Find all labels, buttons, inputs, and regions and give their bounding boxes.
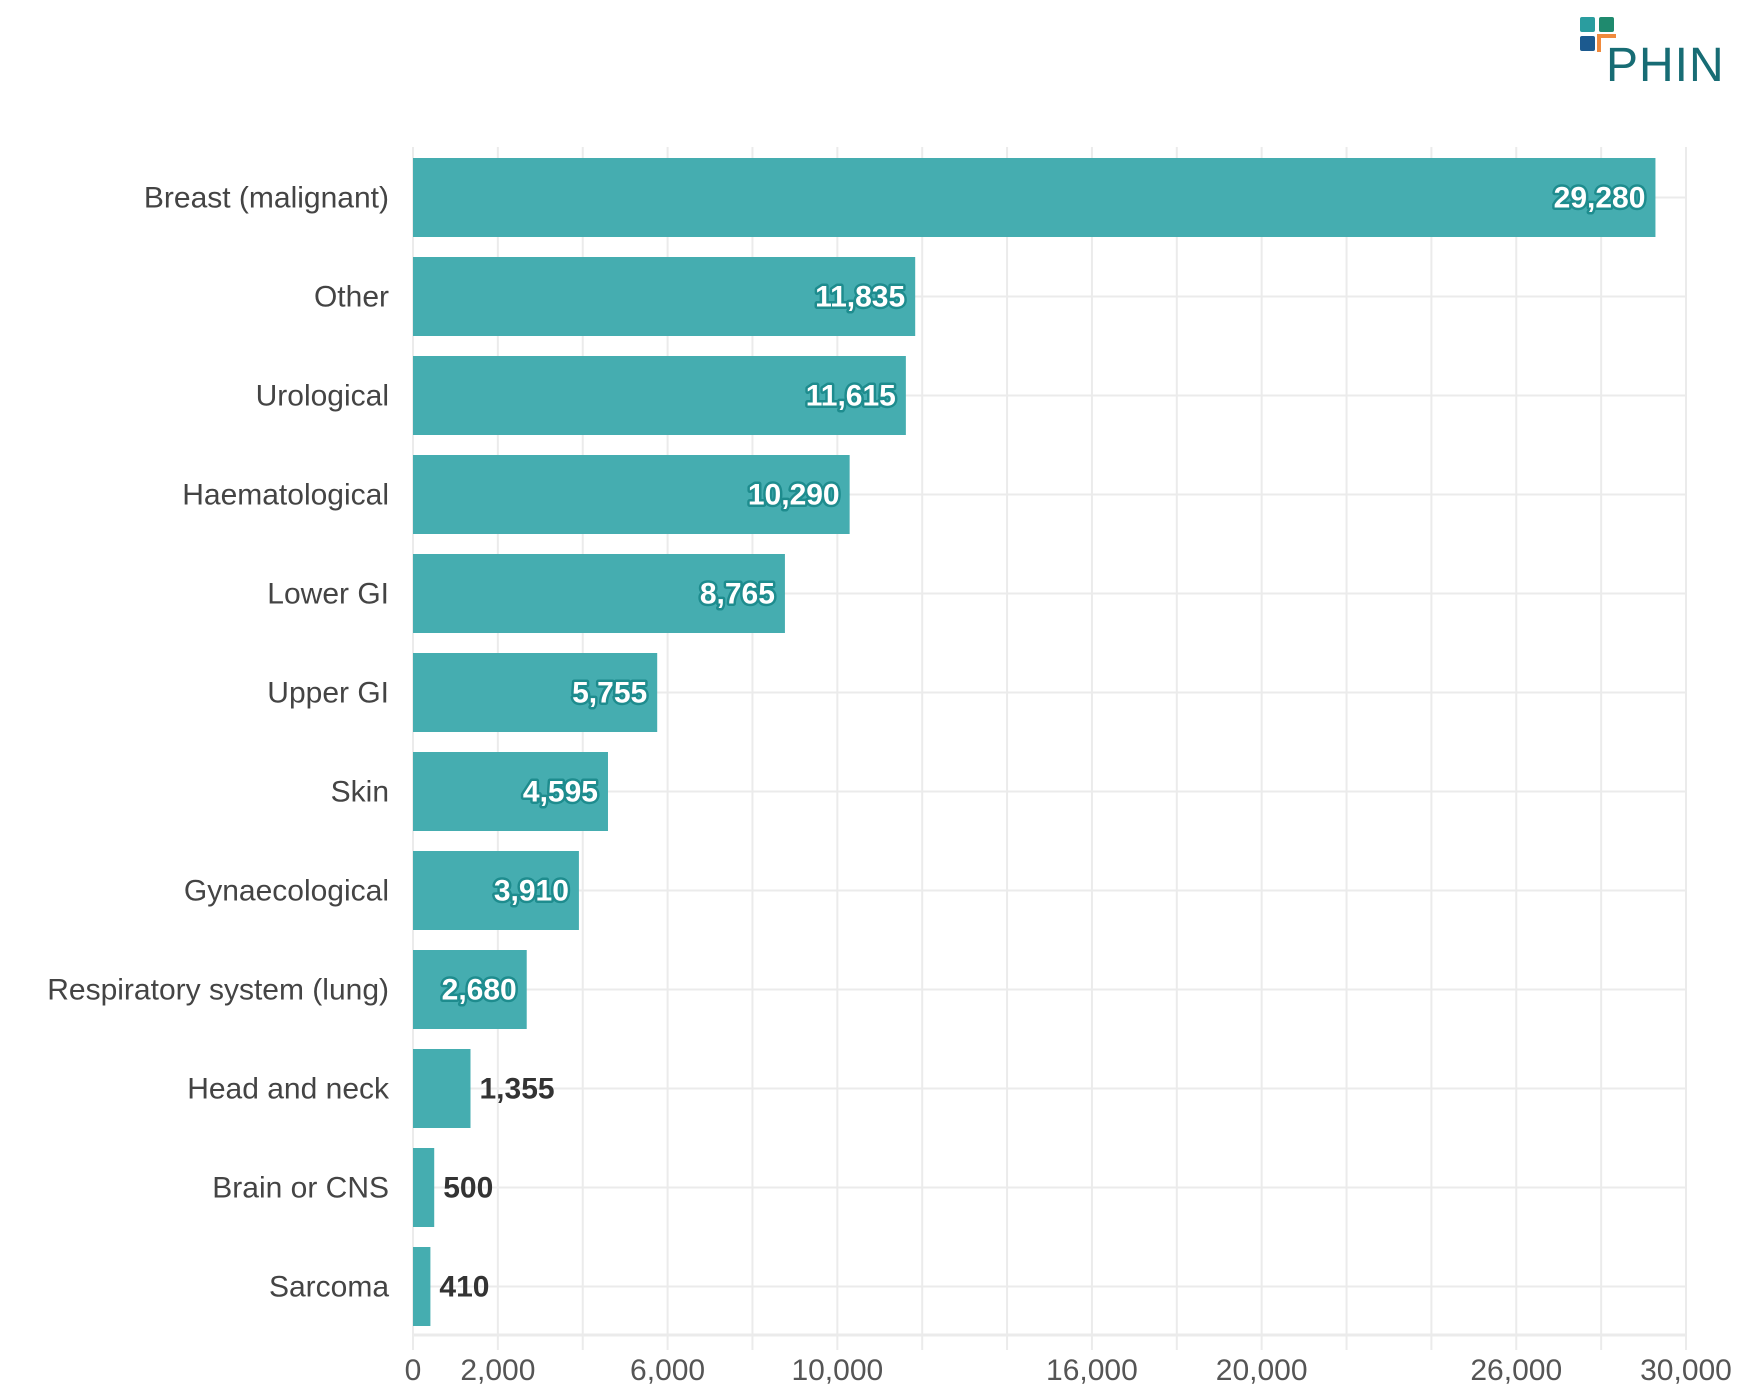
x-tick-label: 16,000: [1046, 1354, 1138, 1387]
bar-value-label: 410: [439, 1271, 489, 1304]
category-label: Urological: [256, 380, 389, 413]
bar-value-label: 5,755: [572, 677, 647, 710]
bar-value-label: 4,595: [523, 776, 598, 809]
bar: [413, 653, 658, 732]
x-tick-label: 26,000: [1470, 1354, 1562, 1387]
bar-value-label: 1,355: [479, 1073, 554, 1106]
bar: [413, 851, 579, 930]
x-tick-label: 0: [405, 1354, 422, 1387]
x-tick-label: 30,000: [1640, 1354, 1732, 1387]
category-label: Lower GI: [267, 578, 389, 611]
bar-value-label: 11,835: [815, 281, 905, 314]
x-tick-label: 2,000: [460, 1354, 535, 1387]
bar-value-label: 500: [443, 1172, 493, 1205]
x-axis-ticks: 0 2,000 6,000 10,000 16,000 20,000 26,000 30,00…: [405, 1354, 1732, 1387]
category-label: Respiratory system (lung): [47, 974, 389, 1007]
bar-value-label: 10,290: [748, 479, 840, 512]
bar: [413, 455, 850, 534]
bar: [413, 950, 527, 1029]
bars: 29,280 11,835 11,615 10,290 8,765 5,755 4,595 3…: [413, 158, 1656, 1326]
category-label: Haematological: [182, 479, 389, 512]
logo-corner: [1597, 34, 1616, 52]
logo-text: PHIN: [1606, 39, 1725, 92]
category-label: Upper GI: [267, 677, 389, 710]
category-label: Skin: [331, 776, 389, 809]
logo-square: [1599, 17, 1614, 32]
category-label: Gynaecological: [184, 875, 389, 908]
bar-value-label: 29,280: [1554, 182, 1646, 215]
logo-square: [1580, 17, 1595, 32]
category-label: Breast (malignant): [144, 182, 389, 215]
bar-value-label: 3,910: [494, 875, 569, 908]
category-label: Sarcoma: [269, 1271, 389, 1304]
bar: [413, 554, 785, 633]
bar-value-label: 11,615: [806, 380, 896, 413]
category-label: Brain or CNS: [212, 1172, 389, 1205]
logo-square: [1580, 36, 1595, 51]
bar-value-label: 2,680: [442, 974, 517, 1007]
bar: [413, 158, 1656, 237]
x-tick-label: 20,000: [1216, 1354, 1308, 1387]
bar: [413, 257, 916, 336]
bar: [413, 1247, 431, 1326]
bar-value-label: 8,765: [700, 578, 775, 611]
bar: [413, 752, 608, 831]
x-tick-label: 10,000: [791, 1354, 883, 1387]
x-tick-label: 6,000: [630, 1354, 705, 1387]
bar: [413, 356, 906, 435]
category-labels: Breast (malignant) Other Urological Haemato…: [47, 182, 390, 1304]
category-label: Head and neck: [187, 1073, 390, 1106]
phin-logo: PHIN: [1580, 17, 1725, 92]
category-label: Other: [314, 281, 389, 314]
bar: [413, 1049, 471, 1128]
gridlines: [412, 147, 1687, 1350]
bar: [413, 1148, 435, 1227]
